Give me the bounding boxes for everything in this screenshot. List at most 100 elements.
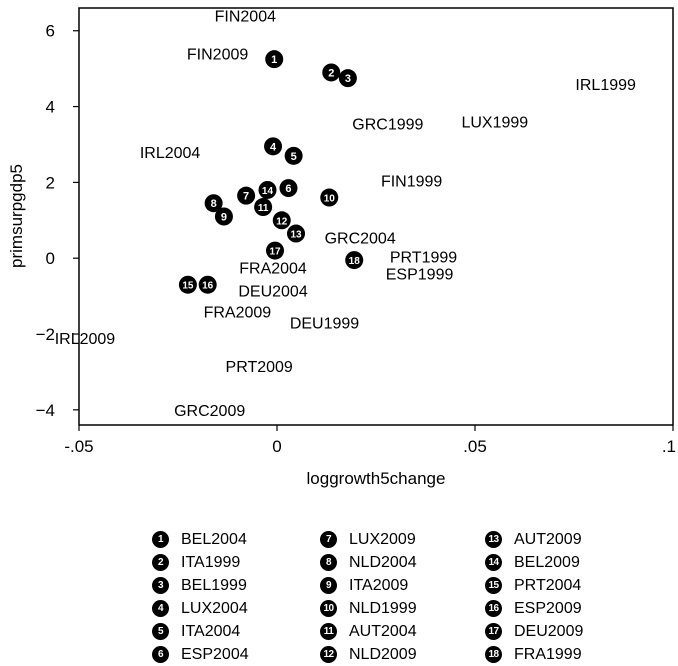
legend-marker-number: 3 xyxy=(152,577,169,594)
legend-item: 10 NLD1999 xyxy=(320,597,480,620)
legend-label: FRA1999 xyxy=(514,645,582,663)
marker-number: 16 xyxy=(202,281,214,292)
x-tick-label: .1 xyxy=(662,437,676,456)
numbered-marker: 15 xyxy=(178,275,197,294)
axes: -.05 0 .05 .1 −4 −2 0 2 4 6 xyxy=(36,22,676,456)
x-tick-label: -.05 xyxy=(64,437,93,456)
legend-label: NLD1999 xyxy=(349,599,417,617)
legend-marker-number: 1 xyxy=(152,531,169,548)
point-label: FIN1999 xyxy=(381,173,442,190)
legend-item: 13 AUT2009 xyxy=(485,528,645,551)
marker-dot xyxy=(345,251,364,270)
legend-marker-number: 13 xyxy=(485,531,502,548)
numbered-marker: 10 xyxy=(320,188,339,207)
point-label: FRA2009 xyxy=(204,304,272,321)
numbered-marker: 9 xyxy=(214,207,233,226)
numbered-marker: 6 xyxy=(279,179,298,198)
legend-label: ITA2004 xyxy=(181,622,241,640)
plot-frame xyxy=(78,7,674,426)
marker-number: 18 xyxy=(349,256,361,267)
legend-item: 3 BEL1999 xyxy=(152,574,312,597)
marker-dot xyxy=(322,63,341,82)
numbered-marker: 7 xyxy=(237,186,256,205)
legend-marker-number: 14 xyxy=(485,554,502,571)
y-tick-label: 6 xyxy=(46,22,55,41)
numbered-marker: 18 xyxy=(345,251,364,270)
marker-dot xyxy=(266,241,285,260)
marker-number: 17 xyxy=(269,247,281,258)
legend-marker-number: 10 xyxy=(320,600,337,617)
legend-label: NLD2009 xyxy=(349,645,417,663)
numbered-marker: 2 xyxy=(322,63,341,82)
legend-item: 6 ESP2004 xyxy=(152,643,312,666)
legend-marker-number: 11 xyxy=(320,623,337,640)
legend-marker-number: 17 xyxy=(485,623,502,640)
legend-label: ESP2009 xyxy=(514,599,582,617)
legend-column: 1 BEL2004 2 ITA1999 3 BEL1999 4 LUX2004 5 ITA2004… xyxy=(152,528,312,666)
legend-item: 14 BEL2009 xyxy=(485,551,645,574)
numbered-marker: 14 xyxy=(258,180,277,199)
legend-marker-number: 8 xyxy=(320,554,337,571)
legend-label: NLD2004 xyxy=(349,553,417,571)
numbered-marker: 5 xyxy=(284,146,303,165)
legend-marker-number: 18 xyxy=(485,646,502,663)
marker-dot xyxy=(279,179,298,198)
legend-item: 16 ESP2009 xyxy=(485,597,645,620)
x-axis-label: loggrowth5change xyxy=(307,469,446,488)
legend-label: BEL1999 xyxy=(181,576,247,594)
legend-label: ITA2009 xyxy=(349,576,409,594)
legend-column: 13 AUT2009 14 BEL2009 15 PRT2004 16 ESP2009 17 DE… xyxy=(485,528,645,666)
legend-marker-number: 7 xyxy=(320,531,337,548)
legend-label: DEU2009 xyxy=(514,622,584,640)
legend-item: 8 NLD2004 xyxy=(320,551,480,574)
legend-marker-number: 4 xyxy=(152,600,169,617)
marker-dot xyxy=(264,137,283,156)
marker-number: 8 xyxy=(211,198,217,210)
marker-number: 13 xyxy=(290,230,302,241)
marker-dot xyxy=(272,211,291,230)
point-label: GRC1999 xyxy=(352,117,423,134)
y-tick-label: 4 xyxy=(46,98,55,117)
legend-label: ITA1999 xyxy=(181,553,241,571)
legend-item: 2 ITA1999 xyxy=(152,551,312,574)
legend-item: 7 LUX2009 xyxy=(320,528,480,551)
legend-label: BEL2004 xyxy=(181,530,247,548)
point-label: DEU2004 xyxy=(238,283,307,300)
point-label: LUX1999 xyxy=(461,115,528,132)
legend-label: LUX2009 xyxy=(349,530,416,548)
point-label: IRL2009 xyxy=(55,331,116,348)
legend-item: 12 NLD2009 xyxy=(320,643,480,666)
marker-number: 9 xyxy=(221,212,227,224)
numbered-marker: 12 xyxy=(272,211,291,230)
y-tick-label: −4 xyxy=(36,401,55,420)
marker-number: 6 xyxy=(285,183,291,195)
marker-number: 1 xyxy=(271,54,277,66)
legend-marker-number: 16 xyxy=(485,600,502,617)
marker-number: 11 xyxy=(258,203,269,214)
legend-marker-number: 6 xyxy=(152,646,169,663)
x-tick-label: .05 xyxy=(463,437,487,456)
marker-dot xyxy=(265,50,284,69)
marker-dot xyxy=(258,180,277,199)
point-label: DEU1999 xyxy=(290,316,359,333)
point-label: FIN2009 xyxy=(187,46,248,63)
y-tick-label: 0 xyxy=(46,249,55,268)
marker-dot xyxy=(254,198,273,217)
numbered-marker: 3 xyxy=(338,69,357,88)
legend-item: 5 ITA2004 xyxy=(152,620,312,643)
legend-label: AUT2009 xyxy=(514,530,582,548)
numbered-marker: 1 xyxy=(265,50,284,69)
marker-number: 2 xyxy=(328,67,334,79)
numbered-marker: 13 xyxy=(287,224,306,243)
marker-dot xyxy=(320,188,339,207)
legend-label: LUX2004 xyxy=(181,599,248,617)
marker-number: 15 xyxy=(182,281,194,292)
y-axis-label: primsurpgdp5 xyxy=(7,164,26,268)
legend-item: 18 FRA1999 xyxy=(485,643,645,666)
legend-item: 11 AUT2004 xyxy=(320,620,480,643)
legend-label: BEL2009 xyxy=(514,553,580,571)
numbered-marker: 17 xyxy=(266,241,285,260)
point-label: PRT2009 xyxy=(226,359,293,376)
y-tick-label: −2 xyxy=(36,325,55,344)
legend-marker-number: 5 xyxy=(152,623,169,640)
